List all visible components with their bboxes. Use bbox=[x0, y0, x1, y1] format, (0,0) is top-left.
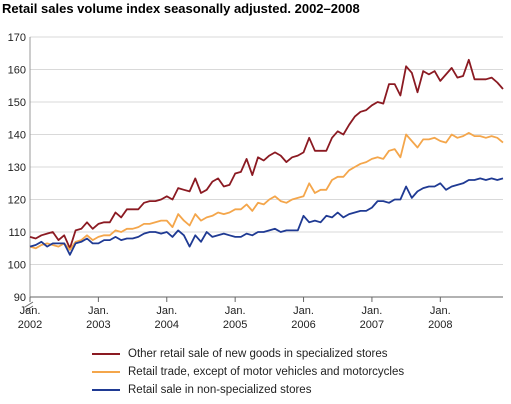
y-tick-label: 150 bbox=[8, 97, 26, 109]
x-tick-label: 2005 bbox=[223, 319, 247, 331]
x-tick-label: 2006 bbox=[291, 319, 315, 331]
y-tick-label: 130 bbox=[8, 162, 26, 174]
x-axis: Jan. 2002 Jan. 2003 Jan. 2004 Jan. 2005 Jan. 2006… bbox=[18, 296, 503, 331]
y-tick-label: 110 bbox=[8, 227, 26, 239]
x-tick-label: Jan. bbox=[225, 305, 246, 317]
x-tick-label: Jan. bbox=[20, 305, 41, 317]
legend: Other retail sale of new goods in specia… bbox=[92, 345, 404, 399]
legend-swatch bbox=[92, 371, 120, 373]
x-tick-label: 2008 bbox=[428, 319, 452, 331]
axis-break-gap bbox=[26, 303, 34, 309]
legend-item: Other retail sale of new goods in specia… bbox=[92, 345, 404, 363]
gridlines bbox=[30, 36, 503, 298]
y-tick-label: 120 bbox=[8, 195, 26, 207]
y-tick-label: 140 bbox=[8, 130, 26, 142]
series-line bbox=[29, 58, 504, 250]
axis-break-mark bbox=[24, 301, 34, 308]
x-tick-label: Jan. bbox=[430, 305, 451, 317]
legend-swatch bbox=[92, 353, 120, 355]
x-tick-label: Jan. bbox=[362, 305, 383, 317]
legend-swatch bbox=[92, 389, 120, 391]
series-line bbox=[29, 177, 504, 256]
x-tick-label: 2004 bbox=[155, 319, 179, 331]
x-tick-label: Jan. bbox=[156, 305, 177, 317]
legend-item: Retail sale in non-specialized stores bbox=[92, 381, 404, 399]
x-tick-label: 2002 bbox=[18, 319, 42, 331]
chart-title: Retail sales volume index seasonally adj… bbox=[2, 1, 360, 16]
legend-label: Retail trade, except of motor vehicles a… bbox=[128, 366, 405, 378]
series-line bbox=[29, 131, 504, 251]
y-axis: 90 100 110 120 130 140 150 160 170 bbox=[8, 32, 34, 312]
y-tick-label: 90 bbox=[14, 292, 26, 304]
x-tick-label: 2003 bbox=[86, 319, 110, 331]
series-lines bbox=[29, 58, 504, 256]
legend-label: Retail sale in non-specialized stores bbox=[128, 384, 312, 396]
y-tick-label: 170 bbox=[8, 32, 26, 44]
y-tick-label: 160 bbox=[8, 65, 26, 77]
y-tick-label: 100 bbox=[8, 260, 26, 272]
x-tick-label: Jan. bbox=[293, 305, 314, 317]
legend-label: Other retail sale of new goods in specia… bbox=[128, 348, 388, 360]
axis-break-mark bbox=[24, 305, 34, 312]
x-tick-label: Jan. bbox=[88, 305, 109, 317]
legend-item: Retail trade, except of motor vehicles a… bbox=[92, 363, 404, 381]
x-tick-label: 2007 bbox=[360, 319, 384, 331]
line-chart: 90 100 110 120 130 140 150 160 170 Jan. 2002 Jan. 2… bbox=[8, 32, 504, 331]
